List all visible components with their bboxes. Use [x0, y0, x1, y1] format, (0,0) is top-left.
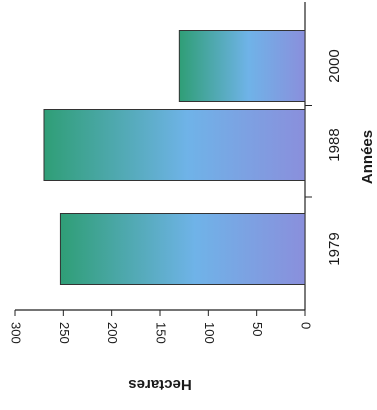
value-tick-label: 200 [105, 322, 120, 344]
value-tick-label: 50 [250, 322, 265, 336]
value-axis-title: Hectares [128, 376, 191, 393]
bar-2000 [178, 30, 306, 102]
value-tick-label: 250 [57, 322, 72, 344]
value-tick-label: 300 [9, 322, 24, 344]
category-label-2000: 2000 [326, 49, 343, 82]
bar-1979 [59, 213, 306, 285]
category-label-1988: 1988 [326, 128, 343, 161]
value-tick-label: 150 [154, 322, 169, 344]
value-tick-label: 0 [299, 322, 314, 329]
category-label-1979: 1979 [326, 232, 343, 265]
category-axis-title: Années [359, 130, 376, 184]
labels: 0 50 100 150 200 250 300 1979 1988 2000 Années Hect… [9, 49, 376, 393]
bars [43, 30, 306, 285]
value-tick-label: 100 [202, 322, 217, 344]
bar-1988 [43, 109, 306, 181]
